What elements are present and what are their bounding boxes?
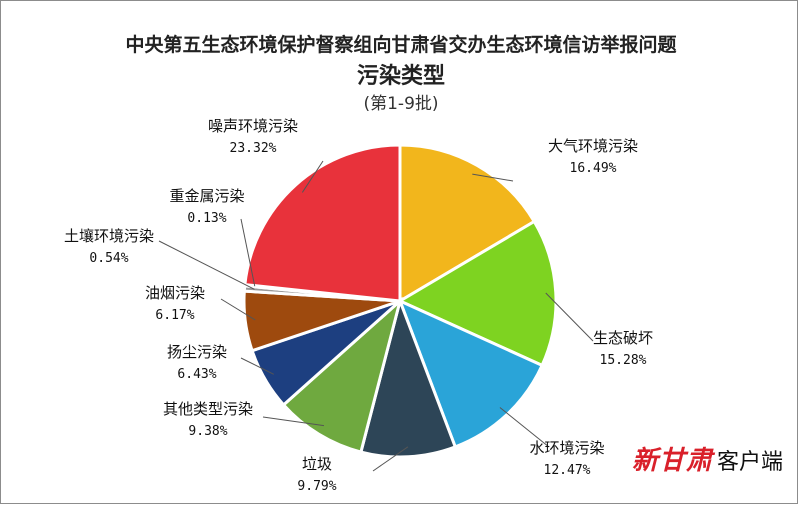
slice-label-value: 0.54% [89,251,128,266]
slice-label-name: 垃圾 [302,455,332,473]
leader-line [240,357,274,375]
slice-label-name: 噪声环境污染 [208,117,298,135]
pie-slice [359,296,458,459]
pie-slice [243,143,402,303]
slice-label-value: 0.13% [187,211,226,226]
leader-line [240,218,256,287]
slice-label-name: 水环境污染 [529,439,604,457]
watermark-brand: 新甘肃 [631,446,713,476]
slice-label-name: 大气环境污染 [548,137,638,155]
slice-label-value: 15.28% [600,353,647,368]
slice-label-value: 12.47% [544,463,591,478]
leader-line [499,407,550,448]
slice-label-name: 重金属污染 [169,187,244,205]
chart-subtitle: 污染类型 [357,63,445,89]
slice-label-value: 16.49% [570,161,617,176]
slice-label-value: 23.32% [230,141,277,156]
leader-line [372,446,409,472]
chart-note: (第1-9批) [363,94,438,114]
leader-line [262,416,325,427]
slice-label-value: 9.79% [297,479,336,494]
watermark-suffix: 客户端 [716,450,783,475]
slice-label-value: 6.43% [177,367,216,382]
slice-label-name: 其他类型污染 [163,400,253,418]
leader-line [545,292,594,342]
slice-label-value: 9.38% [188,424,227,439]
leader-line [301,160,324,193]
slice-label-value: 6.17% [155,308,194,323]
pie-slice [281,296,403,454]
slice-label-name: 扬尘污染 [167,343,227,361]
chart-title: 中央第五生态环境保护督察组向甘肃省交办生态环境信访举报问题 [125,33,676,56]
watermark: 新甘肃 客户端 [632,440,783,477]
slice-label-name: 生态破坏 [593,329,653,347]
pie-slice [398,143,537,304]
slice-label-name: 油烟污染 [145,284,205,302]
leader-line [158,240,255,290]
leader-line [472,173,514,182]
pie-slice [396,219,558,368]
leader-line [220,298,256,321]
pie-slice [397,298,545,449]
slice-label-name: 土壤环境污染 [64,227,154,245]
